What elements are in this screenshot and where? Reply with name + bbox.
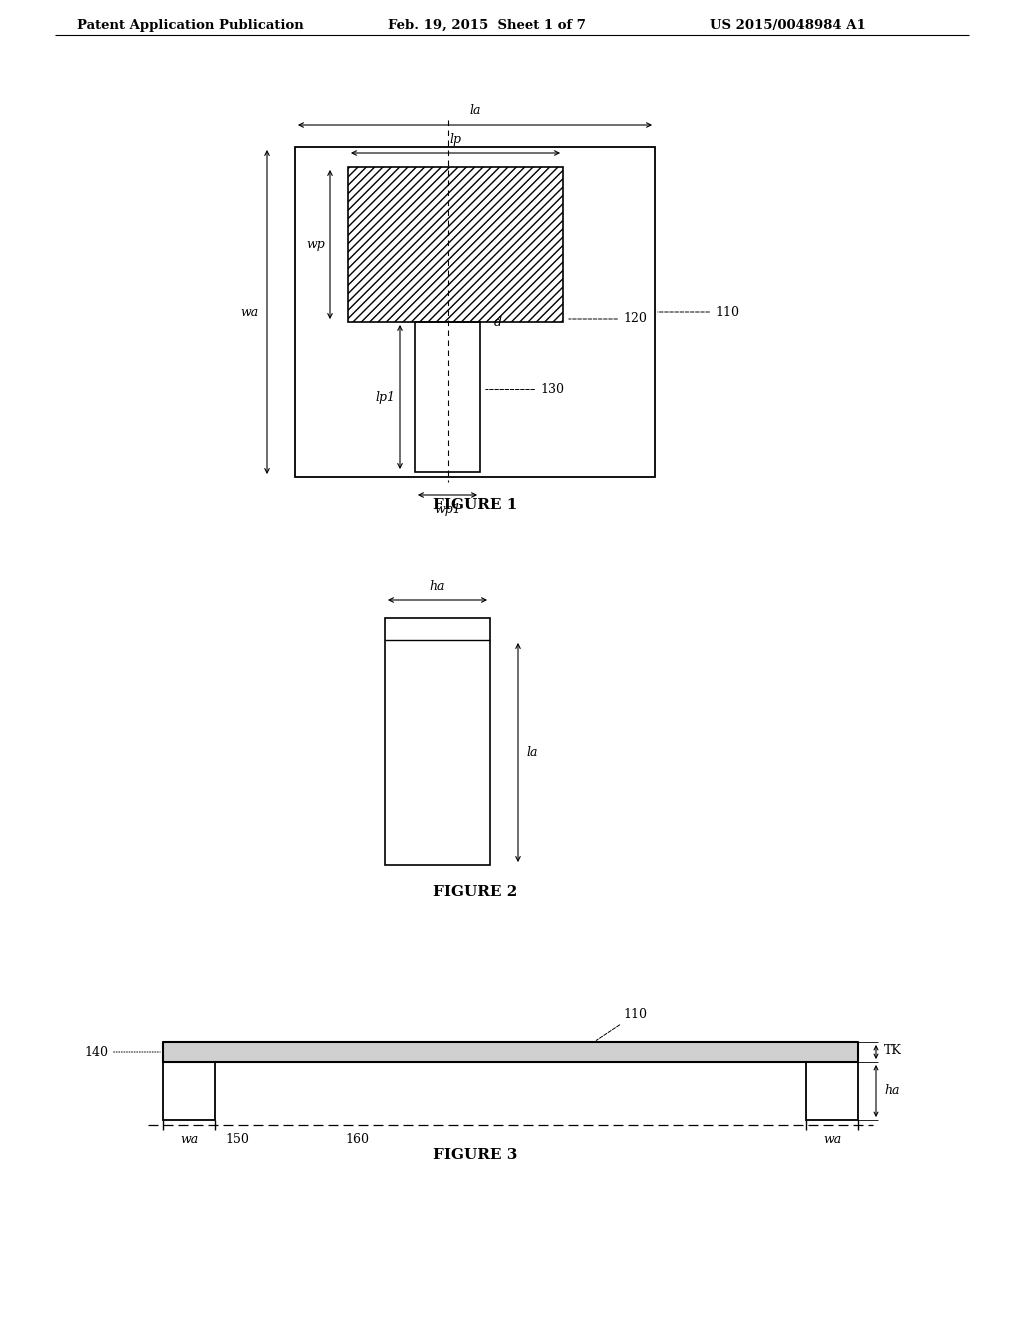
Text: wa: wa: [180, 1133, 198, 1146]
Text: 110: 110: [596, 1007, 648, 1040]
Text: 120: 120: [568, 313, 647, 326]
Text: Patent Application Publication: Patent Application Publication: [77, 18, 304, 32]
Bar: [348, 168, 563, 322]
Text: 110: 110: [657, 305, 739, 318]
Bar: [385, 618, 490, 865]
Text: lp: lp: [450, 133, 462, 147]
Bar: [163, 1063, 215, 1119]
Text: FIGURE 2: FIGURE 2: [433, 884, 517, 899]
Text: 130: 130: [485, 383, 564, 396]
Bar: [415, 322, 480, 473]
Text: ha: ha: [430, 579, 445, 593]
Text: TK: TK: [884, 1044, 902, 1056]
Text: wa: wa: [823, 1133, 841, 1146]
Text: US 2015/0048984 A1: US 2015/0048984 A1: [710, 18, 865, 32]
Text: 150: 150: [225, 1133, 249, 1146]
Text: wp1: wp1: [434, 503, 461, 516]
Text: FIGURE 1: FIGURE 1: [433, 498, 517, 512]
Bar: [163, 1041, 858, 1063]
Text: ha: ha: [884, 1085, 899, 1097]
Bar: [806, 1063, 858, 1119]
Text: Feb. 19, 2015  Sheet 1 of 7: Feb. 19, 2015 Sheet 1 of 7: [388, 18, 586, 32]
Text: wp: wp: [306, 238, 325, 251]
Text: la: la: [469, 104, 480, 117]
Bar: [295, 147, 655, 477]
Text: wa: wa: [241, 305, 259, 318]
Text: 160: 160: [345, 1133, 369, 1146]
Text: FIGURE 3: FIGURE 3: [433, 1148, 517, 1162]
Text: 140: 140: [84, 1045, 160, 1059]
Text: la: la: [526, 746, 538, 759]
Text: d: d: [494, 315, 502, 329]
Text: lp1: lp1: [375, 391, 395, 404]
